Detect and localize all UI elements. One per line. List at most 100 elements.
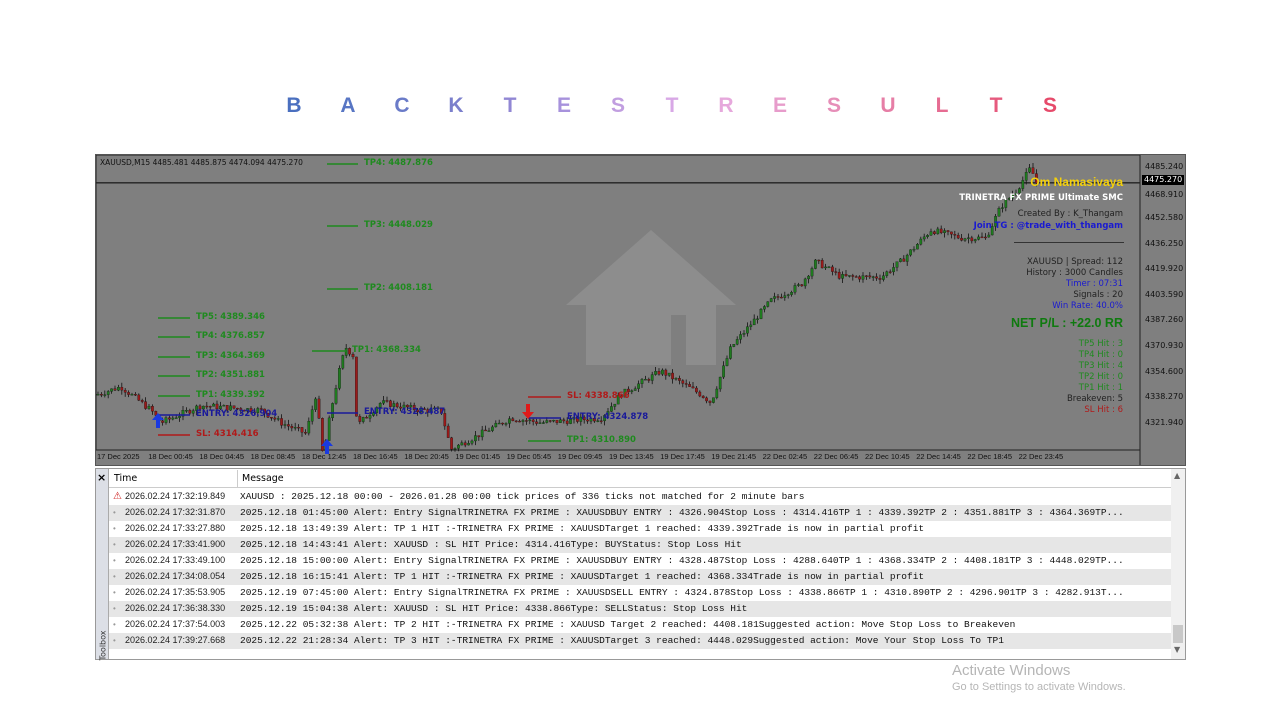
candle-body xyxy=(151,406,154,412)
candle-body xyxy=(127,392,130,395)
candle-body xyxy=(783,295,787,298)
tp5-hit: TP5 Hit : 3 xyxy=(1078,339,1123,349)
candle-body xyxy=(647,378,651,381)
candle-body xyxy=(902,258,906,262)
time-tick-label: 22 Dec 06:45 xyxy=(813,452,859,461)
log-row[interactable]: • 2026.02.24 17:35:53.905 2025.12.19 07:45… xyxy=(109,585,1171,601)
candle-body xyxy=(140,400,144,402)
candle-body xyxy=(368,415,372,419)
toolbox-strip: × Toolbox xyxy=(96,469,109,661)
title-letter: L xyxy=(935,94,949,117)
column-time[interactable]: Time xyxy=(114,473,138,484)
log-row[interactable]: • 2026.02.24 17:36:38.330 2025.12.19 15:04… xyxy=(109,601,1171,617)
log-row[interactable]: • 2026.02.24 17:33:27.880 2025.12.18 13:49… xyxy=(109,521,1171,537)
log-row[interactable]: • 2026.02.24 17:33:49.100 2025.12.18 15:00… xyxy=(109,553,1171,569)
product-name: TRINETRA FX PRIME Ultimate SMC xyxy=(959,193,1123,203)
candle-body xyxy=(987,234,991,238)
close-icon[interactable]: × xyxy=(97,471,107,484)
candle-body xyxy=(786,294,790,296)
level-label-tp: TP4: 4487.876 xyxy=(364,158,433,168)
activate-windows-title: Activate Windows xyxy=(952,662,1071,679)
log-row[interactable]: • 2026.02.24 17:37:54.003 2025.12.22 05:32… xyxy=(109,617,1171,633)
candle-body xyxy=(739,334,742,340)
title-letter: K xyxy=(448,94,464,117)
buy-arrow-icon xyxy=(321,439,333,454)
scroll-up-icon[interactable]: ▲ xyxy=(1174,471,1181,480)
level-label-tp: TP1: 4310.890 xyxy=(567,435,636,445)
candle-body xyxy=(205,405,209,408)
candle-body xyxy=(582,416,586,421)
log-row[interactable]: • 2026.02.24 17:32:31.870 2025.12.18 01:45… xyxy=(109,505,1171,521)
candle-body xyxy=(144,401,147,409)
time-tick-label: 18 Dec 16:45 xyxy=(353,452,398,461)
candle-body xyxy=(191,410,195,414)
warning-icon: ⚠ xyxy=(113,491,122,502)
candle-body xyxy=(623,388,627,398)
candle-body xyxy=(780,296,783,299)
candle-body xyxy=(552,419,555,422)
candle-body xyxy=(854,276,858,278)
candle-body xyxy=(440,407,443,414)
scroll-down-icon[interactable]: ▼ xyxy=(1174,645,1181,654)
candle-body xyxy=(504,423,508,425)
level-label-tp: TP4: 4376.857 xyxy=(196,331,265,341)
candle-body xyxy=(501,422,504,425)
candle-body xyxy=(950,231,953,235)
info-dot-icon: • xyxy=(113,588,116,597)
log-row[interactable]: • 2026.02.24 17:33:41.900 2025.12.18 14:43… xyxy=(109,537,1171,553)
candle-body xyxy=(477,435,481,438)
candle-body xyxy=(436,407,440,409)
time-tick-label: 22 Dec 14:45 xyxy=(916,452,961,461)
log-row[interactable]: • 2026.02.24 17:34:08.054 2025.12.18 16:15… xyxy=(109,569,1171,585)
candle-body xyxy=(389,400,392,407)
candle-body xyxy=(667,372,671,376)
candle-body xyxy=(671,372,674,380)
candle-body xyxy=(1018,188,1021,194)
candle-body xyxy=(769,298,773,302)
candle-body xyxy=(644,378,647,381)
candle-body xyxy=(327,417,331,441)
log-time-text: 2026.02.24 17:33:41.900 xyxy=(125,539,226,549)
log-row[interactable]: • 2026.02.24 17:39:27.668 2025.12.22 21:28… xyxy=(109,633,1171,649)
log-scrollbar[interactable]: ▲ ▼ xyxy=(1171,469,1185,659)
candle-body xyxy=(620,395,623,398)
candle-body xyxy=(215,403,219,410)
candle-body xyxy=(885,271,889,276)
candle-body xyxy=(276,418,280,420)
column-message[interactable]: Message xyxy=(242,473,284,484)
candle-body xyxy=(491,426,494,431)
title-letter: B xyxy=(286,94,302,117)
candle-body xyxy=(610,406,613,412)
price-tick-label: 4403.590 xyxy=(1145,289,1184,299)
scroll-thumb[interactable] xyxy=(1173,625,1183,643)
candle-body xyxy=(640,379,644,384)
net-pl-text: NET P/L : +22.0 RR xyxy=(1011,316,1123,330)
candle-body xyxy=(429,408,433,413)
candle-body xyxy=(525,420,528,422)
candle-body xyxy=(484,429,487,432)
candle-body xyxy=(936,228,940,235)
candle-body xyxy=(351,354,355,358)
telegram-link[interactable]: Join TG : @trade_with_thangam xyxy=(973,221,1123,231)
candle-body xyxy=(871,276,875,278)
log-row[interactable]: ⚠ 2026.02.24 17:32:19.849 XAUUSD : 2025.12… xyxy=(109,489,1171,505)
candle-body xyxy=(593,418,596,422)
win-rate-text: Win Rate: 40.0% xyxy=(1052,301,1123,311)
candle-body xyxy=(817,259,821,262)
price-tick-label: 4419.920 xyxy=(1145,264,1184,274)
candle-body xyxy=(317,398,321,419)
candle-body xyxy=(909,249,912,256)
log-time: • 2026.02.24 17:33:41.900 xyxy=(113,539,225,549)
level-label-sl: SL: 4338.866 xyxy=(567,391,630,401)
candle-body xyxy=(123,389,127,393)
candle-body xyxy=(375,407,379,413)
candle-body xyxy=(776,296,780,298)
candle-body xyxy=(967,237,970,239)
log-time-text: 2026.02.24 17:39:27.668 xyxy=(125,635,226,645)
candle-body xyxy=(844,274,848,277)
price-chart[interactable]: XAUUSD,M15 4485.481 4485.875 4474.094 44… xyxy=(95,154,1186,466)
title-letter: S xyxy=(610,94,625,117)
price-tick-label: 4485.240 xyxy=(1145,162,1184,171)
candle-body xyxy=(715,388,719,398)
candle-body xyxy=(943,230,946,234)
